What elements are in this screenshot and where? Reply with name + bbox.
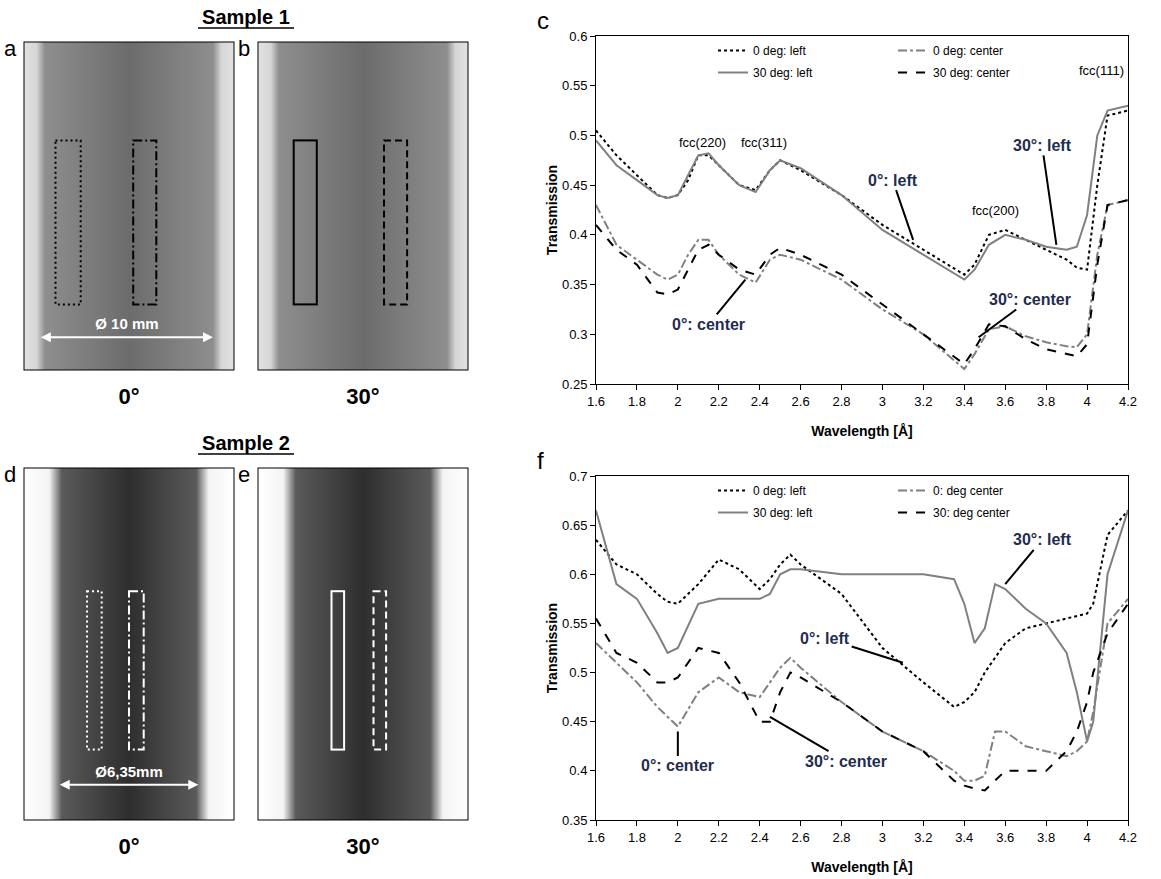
svg-text:3.4: 3.4 xyxy=(955,830,973,845)
svg-text:a: a xyxy=(4,36,17,61)
svg-text:2.4: 2.4 xyxy=(751,394,769,409)
svg-text:1.6: 1.6 xyxy=(587,394,605,409)
svg-text:f: f xyxy=(537,447,544,474)
svg-text:0 deg: left: 0 deg: left xyxy=(753,44,806,58)
svg-text:30°: left: 30°: left xyxy=(1013,531,1072,548)
svg-text:fcc(111): fcc(111) xyxy=(1079,63,1124,78)
svg-text:0.65: 0.65 xyxy=(562,518,587,533)
svg-text:0.7: 0.7 xyxy=(569,469,587,484)
svg-text:4.2: 4.2 xyxy=(1119,394,1137,409)
svg-text:30 deg: left: 30 deg: left xyxy=(753,66,813,80)
svg-text:b: b xyxy=(238,36,250,61)
svg-text:0.45: 0.45 xyxy=(562,178,587,193)
svg-text:2.8: 2.8 xyxy=(833,394,851,409)
svg-text:30°: 30° xyxy=(346,384,379,409)
svg-text:0°: 0° xyxy=(118,834,139,859)
svg-text:0.45: 0.45 xyxy=(562,714,587,729)
svg-text:0 deg: left: 0 deg: left xyxy=(753,484,806,498)
svg-text:Wavelength [Å]: Wavelength [Å] xyxy=(811,859,912,875)
svg-text:0.35: 0.35 xyxy=(562,813,587,828)
svg-text:3.2: 3.2 xyxy=(914,394,932,409)
svg-text:1.6: 1.6 xyxy=(587,830,605,845)
svg-text:e: e xyxy=(238,462,250,487)
svg-text:Wavelength [Å]: Wavelength [Å] xyxy=(811,423,912,439)
svg-text:2.2: 2.2 xyxy=(710,394,728,409)
svg-text:0.55: 0.55 xyxy=(562,616,587,631)
svg-text:2.4: 2.4 xyxy=(751,830,769,845)
svg-text:30°: 30° xyxy=(346,834,379,859)
svg-text:0°: left: 0°: left xyxy=(868,172,918,189)
svg-text:0°: center: 0°: center xyxy=(641,757,714,774)
svg-text:fcc(200): fcc(200) xyxy=(972,203,1019,218)
svg-text:3.8: 3.8 xyxy=(1037,394,1055,409)
svg-text:0.4: 0.4 xyxy=(569,763,587,778)
svg-text:2.6: 2.6 xyxy=(792,830,810,845)
svg-text:Ø 10 mm: Ø 10 mm xyxy=(95,315,158,332)
svg-text:0.35: 0.35 xyxy=(562,277,587,292)
svg-text:30°: center: 30°: center xyxy=(805,753,887,770)
svg-text:0 deg: center: 0 deg: center xyxy=(933,44,1003,58)
svg-text:0.4: 0.4 xyxy=(569,227,587,242)
svg-text:0.25: 0.25 xyxy=(562,377,587,392)
svg-text:30°: left: 30°: left xyxy=(1013,137,1072,154)
svg-text:0.6: 0.6 xyxy=(569,29,587,44)
svg-text:1.8: 1.8 xyxy=(628,394,646,409)
svg-text:Ø6,35mm: Ø6,35mm xyxy=(95,763,163,780)
svg-text:4.2: 4.2 xyxy=(1119,830,1137,845)
svg-text:0°: left: 0°: left xyxy=(800,630,850,647)
svg-text:30: deg center: 30: deg center xyxy=(933,506,1010,520)
svg-text:4: 4 xyxy=(1083,394,1090,409)
svg-text:2.8: 2.8 xyxy=(833,830,851,845)
svg-text:1.8: 1.8 xyxy=(628,830,646,845)
svg-text:0°: 0° xyxy=(118,384,139,409)
svg-text:Sample 1: Sample 1 xyxy=(202,6,290,28)
svg-text:3.6: 3.6 xyxy=(996,830,1014,845)
svg-text:3.6: 3.6 xyxy=(996,394,1014,409)
svg-text:0.5: 0.5 xyxy=(569,665,587,680)
svg-text:0: deg center: 0: deg center xyxy=(933,484,1003,498)
svg-text:3.4: 3.4 xyxy=(955,394,973,409)
svg-text:2: 2 xyxy=(674,830,681,845)
svg-text:4: 4 xyxy=(1083,830,1090,845)
svg-text:2.6: 2.6 xyxy=(792,394,810,409)
svg-text:0°: center: 0°: center xyxy=(672,316,745,333)
svg-text:fcc(220): fcc(220) xyxy=(679,135,726,150)
svg-text:d: d xyxy=(4,462,16,487)
svg-text:0.6: 0.6 xyxy=(569,567,587,582)
svg-text:3.2: 3.2 xyxy=(914,830,932,845)
svg-text:fcc(311): fcc(311) xyxy=(741,135,787,150)
svg-text:Transmission: Transmission xyxy=(544,165,560,255)
svg-text:30°: center: 30°: center xyxy=(989,291,1071,308)
svg-text:3: 3 xyxy=(879,394,886,409)
svg-text:0.3: 0.3 xyxy=(569,327,587,342)
svg-text:30 deg: left: 30 deg: left xyxy=(753,506,813,520)
svg-text:Sample 2: Sample 2 xyxy=(202,432,290,454)
svg-text:2.2: 2.2 xyxy=(710,830,728,845)
svg-text:0.55: 0.55 xyxy=(562,78,587,93)
svg-text:3: 3 xyxy=(879,830,886,845)
svg-text:c: c xyxy=(537,7,549,34)
svg-text:2: 2 xyxy=(674,394,681,409)
svg-text:Transmission: Transmission xyxy=(544,603,560,693)
svg-text:0.5: 0.5 xyxy=(569,128,587,143)
svg-text:3.8: 3.8 xyxy=(1037,830,1055,845)
svg-text:30 deg: center: 30 deg: center xyxy=(933,66,1010,80)
